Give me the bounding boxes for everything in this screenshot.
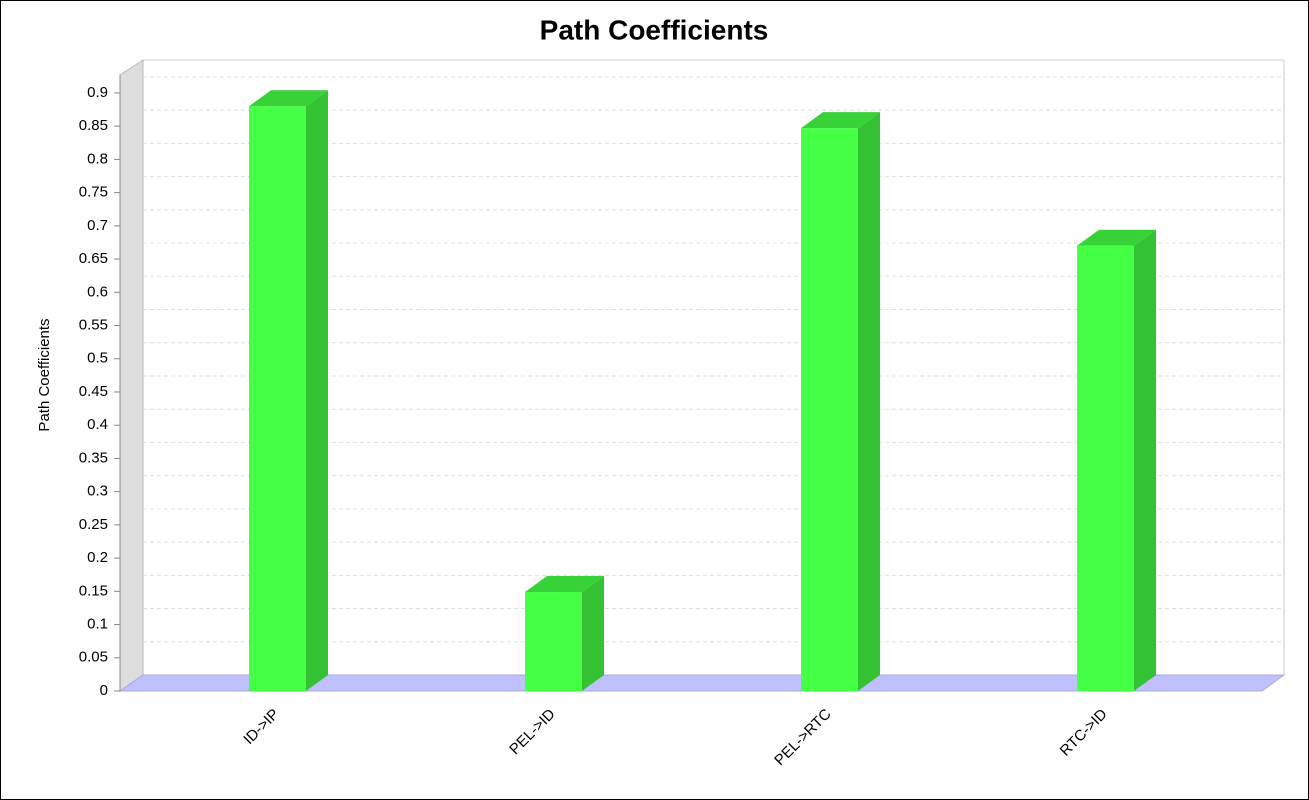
y-tick-label: 0.1 <box>87 616 108 633</box>
y-tick-label: 0.6 <box>87 283 108 300</box>
y-tick-label: 0.25 <box>79 516 108 533</box>
y-tick-label: 0.3 <box>87 483 108 500</box>
y-tick-label: 0.65 <box>79 250 108 267</box>
bar <box>525 591 582 691</box>
y-tick-label: 0.5 <box>87 350 108 367</box>
bar-top <box>249 90 328 107</box>
left-wall <box>119 59 144 692</box>
y-tick-label: 0.45 <box>79 383 108 400</box>
y-tick-label: 0.35 <box>79 449 108 466</box>
bar <box>1077 245 1134 691</box>
y-tick-label: 0.4 <box>87 416 108 433</box>
y-tick-label: 0.85 <box>79 117 108 134</box>
bar-top <box>1077 229 1156 246</box>
y-tick-label: 0.15 <box>79 582 108 599</box>
y-tick-label: 0.7 <box>87 217 108 234</box>
y-tick-label: 0.9 <box>87 84 108 101</box>
bar-side <box>306 90 328 691</box>
bar <box>801 128 858 691</box>
y-tick-label: 0.8 <box>87 150 108 167</box>
bar-side <box>1134 229 1156 691</box>
bar-top <box>801 112 880 129</box>
y-tick-label: 0.2 <box>87 549 108 566</box>
y-tick-label: 0.55 <box>79 316 108 333</box>
y-axis-label: Path Coefficients <box>36 318 53 431</box>
y-tick-label: 0.75 <box>79 184 108 201</box>
floor <box>118 674 1286 692</box>
y-tick-label: 0.05 <box>79 649 108 666</box>
bar-side <box>858 112 880 691</box>
y-tick-label: 0 <box>100 682 108 699</box>
bar-side <box>582 575 604 691</box>
bar <box>249 106 306 691</box>
chart-title: Path Coefficients <box>540 14 769 45</box>
bar-top <box>525 575 604 592</box>
